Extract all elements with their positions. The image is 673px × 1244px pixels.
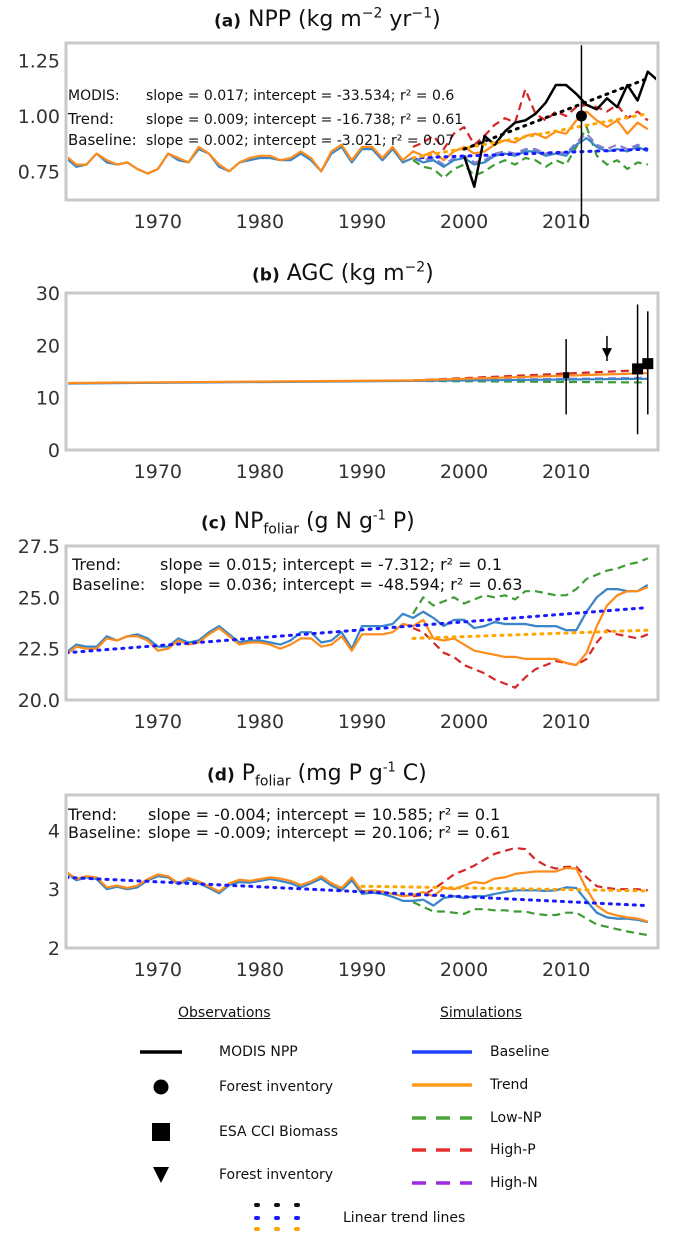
y-tick-label: 25.0 [18, 587, 60, 609]
x-tick-label: 2010 [542, 461, 590, 483]
plot-frame [64, 41, 660, 202]
y-tick-label: 20 [36, 335, 60, 357]
panel-c-title-text: NPfoliar (g N g-1 P) [233, 509, 415, 538]
x-tick-label: 1970 [134, 211, 182, 233]
stat-text: slope = 0.015; intercept = -7.312; r² = … [160, 555, 503, 574]
series-line-trend [68, 372, 648, 385]
x-tick-label: 1980 [236, 711, 284, 733]
trend-line [68, 606, 650, 655]
stat-label: Trend: [68, 110, 115, 128]
stat-text: slope = -0.009; intercept = 20.106; r² =… [148, 823, 511, 842]
x-tick-label: 1970 [134, 461, 182, 483]
y-tick-label: 1.25 [18, 51, 60, 73]
point-forest-inventory-triangle [601, 348, 612, 359]
y-tick-label: 10 [36, 388, 60, 410]
x-tick-label: 2000 [440, 211, 488, 233]
stat-c-trend: Trend: slope = 0.015; intercept = -7.312;… [72, 555, 502, 574]
series-line-modis [462, 70, 656, 188]
panel-b-title-text: AGC (kg m−2) [286, 260, 434, 287]
x-tick-label: 1990 [338, 461, 386, 483]
stat-label: MODIS: [68, 88, 120, 104]
point-esa-cci [632, 363, 644, 375]
stat-c-baseline: Baseline: slope = 0.036; intercept = -48.… [72, 575, 522, 594]
panel-d-tag: (d) [207, 765, 235, 786]
y-tick-label: 4 [48, 820, 60, 842]
x-tick-label: 2010 [542, 711, 590, 733]
y-tick-label: 1.00 [18, 106, 60, 128]
y-tick-label: 20.0 [18, 690, 60, 712]
legend-square-marker [152, 1123, 170, 1141]
point-esa-cci [642, 358, 654, 370]
panel-b-tag: (b) [252, 265, 280, 286]
stat-label: Baseline: [68, 131, 137, 149]
stat-text: slope = 0.002; intercept = -3.021; r² = … [146, 133, 455, 149]
x-tick-label: 1980 [236, 959, 284, 981]
series-line-trend [68, 866, 649, 923]
x-tick-label: 2010 [542, 211, 590, 233]
x-tick-label: 1970 [134, 711, 182, 733]
x-tick-label: 2000 [440, 461, 488, 483]
legend-triangle-marker [153, 1167, 169, 1183]
panel-b-title: (b) AGC (kg m−2) [252, 260, 434, 286]
x-tick-label: 1970 [134, 959, 182, 981]
point-esa-cci [563, 372, 570, 379]
stat-label: Baseline: [72, 575, 146, 594]
series-line-trend [68, 586, 649, 667]
point-forest-inventory [575, 110, 587, 122]
y-tick-label: 22.5 [18, 639, 60, 661]
x-tick-label: 1990 [338, 711, 386, 733]
y-tick-label: 30 [36, 283, 60, 305]
plot-frame [64, 793, 660, 950]
x-tick-label: 1980 [236, 211, 284, 233]
trend-line [411, 112, 650, 160]
y-tick-label: 3 [48, 879, 60, 901]
y-tick-label: 0.75 [18, 161, 60, 183]
stat-label: Baseline: [68, 823, 142, 842]
plot-frame [64, 291, 660, 452]
stat-text: slope = 0.009; intercept = -16.738; r² =… [146, 112, 464, 128]
stat-a-trend: Trend: slope = 0.009; intercept = -16.738… [68, 110, 463, 128]
x-tick-label: 1990 [338, 211, 386, 233]
stat-text: slope = -0.004; intercept = 10.585; r² =… [148, 805, 501, 824]
stat-label: Trend: [72, 555, 122, 574]
panel-d-title: (d) Pfoliar (mg P g-1 C) [207, 761, 427, 790]
series-line-highn [412, 132, 649, 166]
series-line-highp [412, 627, 649, 689]
x-tick-label: 1980 [236, 461, 284, 483]
series-line-highp [412, 846, 648, 898]
panel-d-title-text: Pfoliar (mg P g-1 C) [241, 761, 427, 790]
panel-a-title-text: NPP (kg m−2 yr−1) [248, 6, 441, 33]
trend-line [411, 147, 650, 160]
x-tick-label: 2000 [440, 959, 488, 981]
stat-d-baseline: Baseline: slope = -0.009; intercept = 20.… [68, 823, 510, 842]
panel-a-title: (a) NPP (kg m−2 yr−1) [214, 6, 441, 32]
series-line-lownp [412, 901, 648, 937]
panel-c-title: (c) NPfoliar (g N g-1 P) [201, 509, 415, 538]
trend-line [462, 76, 650, 151]
plot-frame [64, 544, 660, 702]
panel-a-tag: (a) [214, 11, 242, 32]
trend-line [68, 875, 650, 908]
stat-text: slope = 0.036; intercept = -48.594; r² =… [160, 575, 523, 594]
series-line-lownp [412, 557, 649, 615]
trend-line [360, 884, 650, 893]
x-tick-label: 1990 [338, 959, 386, 981]
stat-d-trend: Trend: slope = -0.004; intercept = 10.585… [68, 805, 500, 824]
trend-line [411, 628, 650, 640]
stat-text: slope = 0.017; intercept = -33.534; r² =… [146, 88, 455, 104]
stat-label: Trend: [68, 805, 118, 824]
y-tick-label: 0 [48, 440, 60, 462]
stat-a-baseline: Baseline: slope = 0.002; intercept = -3.0… [68, 131, 454, 149]
series-line-highp [412, 88, 649, 151]
series-line-baseline [68, 872, 649, 924]
y-tick-label: 2 [48, 938, 60, 960]
x-tick-label: 2010 [542, 959, 590, 981]
x-tick-label: 2000 [440, 711, 488, 733]
y-tick-label: 27.5 [18, 536, 60, 558]
legend-circle-marker [153, 1079, 169, 1095]
series-line-trend [68, 110, 649, 175]
stat-a-modis: MODIS: slope = 0.017; intercept = -33.534… [68, 88, 454, 104]
panel-c-tag: (c) [201, 513, 227, 534]
